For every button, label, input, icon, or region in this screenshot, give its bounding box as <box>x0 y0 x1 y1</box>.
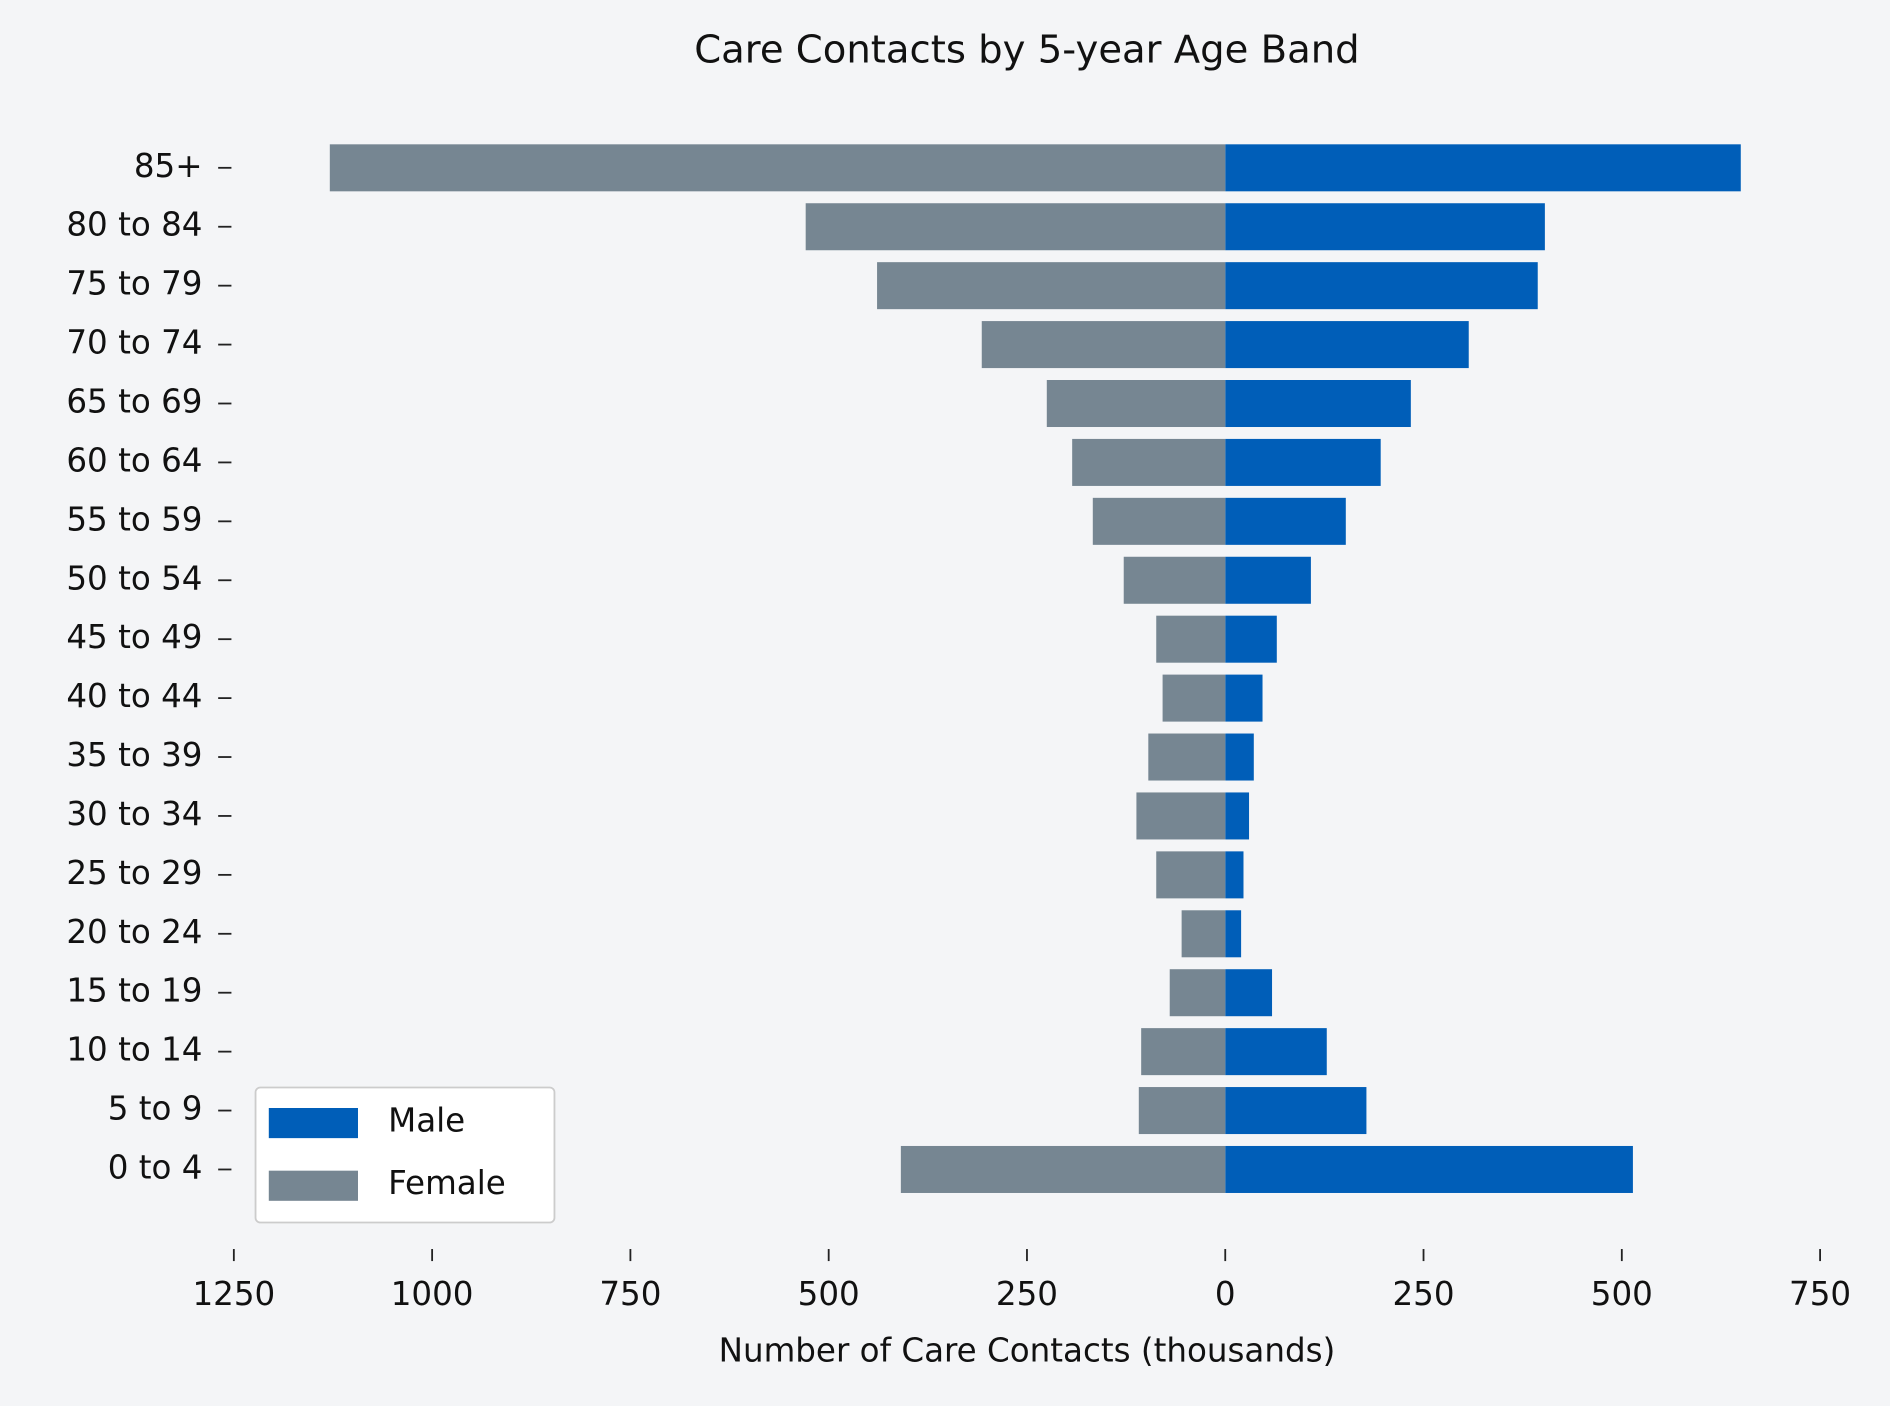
x-tick-label: 500 <box>1591 1275 1653 1313</box>
bar <box>805 203 1226 251</box>
bar <box>1225 438 1381 486</box>
bar <box>1225 615 1277 663</box>
y-tick-label: 40 to 44 <box>66 677 202 715</box>
x-tick-label: 250 <box>996 1275 1058 1313</box>
bar <box>1225 792 1250 840</box>
x-tick-label: 1000 <box>391 1275 474 1313</box>
bar <box>1169 969 1226 1017</box>
y-tick-label: 85+ <box>134 147 203 185</box>
x-axis-label: Number of Care Contacts (thousands) <box>719 1332 1336 1370</box>
bar <box>1181 910 1226 958</box>
y-tick-label: 65 to 69 <box>66 383 202 421</box>
legend-swatch <box>268 1170 358 1201</box>
bar <box>329 144 1226 192</box>
legend: Male Female <box>254 1086 556 1224</box>
bar <box>1225 379 1411 428</box>
bar <box>900 1145 1226 1193</box>
bar <box>1225 1087 1367 1135</box>
bar <box>1156 615 1226 663</box>
y-tick-label: 15 to 19 <box>66 972 202 1010</box>
bar <box>1138 1087 1226 1135</box>
y-tick-label: 10 to 14 <box>66 1031 202 1069</box>
bar <box>1225 910 1242 958</box>
bar <box>1225 733 1254 781</box>
y-tick-label: 50 to 54 <box>66 559 202 597</box>
x-tick-label: 250 <box>1392 1275 1454 1313</box>
bar <box>1225 1145 1633 1193</box>
bar <box>1225 851 1244 899</box>
y-tick-label: 35 to 39 <box>66 736 202 774</box>
bar <box>1156 851 1226 899</box>
bar <box>1225 1028 1327 1076</box>
bar <box>1225 969 1273 1017</box>
y-tick-label: 25 to 29 <box>66 854 202 892</box>
x-tick-label: 750 <box>599 1275 661 1313</box>
bar <box>1046 379 1226 428</box>
bar <box>1092 497 1226 545</box>
y-tick-label: 55 to 59 <box>66 500 202 538</box>
bar <box>1225 262 1538 310</box>
bar <box>1225 674 1263 722</box>
bar <box>981 321 1226 369</box>
legend-label: Female <box>388 1164 506 1202</box>
x-tick-label: 1250 <box>192 1275 275 1313</box>
y-tick-label: 80 to 84 <box>66 206 202 244</box>
bar <box>1123 556 1226 604</box>
bar <box>1141 1028 1226 1076</box>
y-tick-label: 45 to 49 <box>66 618 202 656</box>
bar <box>1225 497 1346 545</box>
x-tick-label: 500 <box>798 1275 860 1313</box>
y-tick-label: 5 to 9 <box>108 1090 203 1128</box>
chart-title: Care Contacts by 5-year Age Band <box>694 28 1359 73</box>
y-tick-label: 30 to 34 <box>66 795 202 833</box>
bar <box>1225 203 1545 251</box>
y-tick-label: 0 to 4 <box>108 1148 203 1186</box>
x-tick-label: 0 <box>1215 1275 1236 1313</box>
x-tick-label: 750 <box>1789 1275 1851 1313</box>
bar <box>1225 556 1311 604</box>
bar <box>1162 674 1226 722</box>
y-tick-label: 60 to 64 <box>66 441 202 479</box>
bar <box>1072 438 1226 486</box>
y-tick-label: 70 to 74 <box>66 324 202 362</box>
bar <box>1225 144 1741 192</box>
bar <box>1225 321 1469 369</box>
bar <box>877 262 1226 310</box>
y-tick-label: 75 to 79 <box>66 265 202 303</box>
legend-label: Male <box>388 1101 465 1139</box>
y-tick-label: 20 to 24 <box>66 913 202 951</box>
bar <box>1136 792 1226 840</box>
legend-swatch <box>268 1108 358 1139</box>
bar <box>1148 733 1226 781</box>
